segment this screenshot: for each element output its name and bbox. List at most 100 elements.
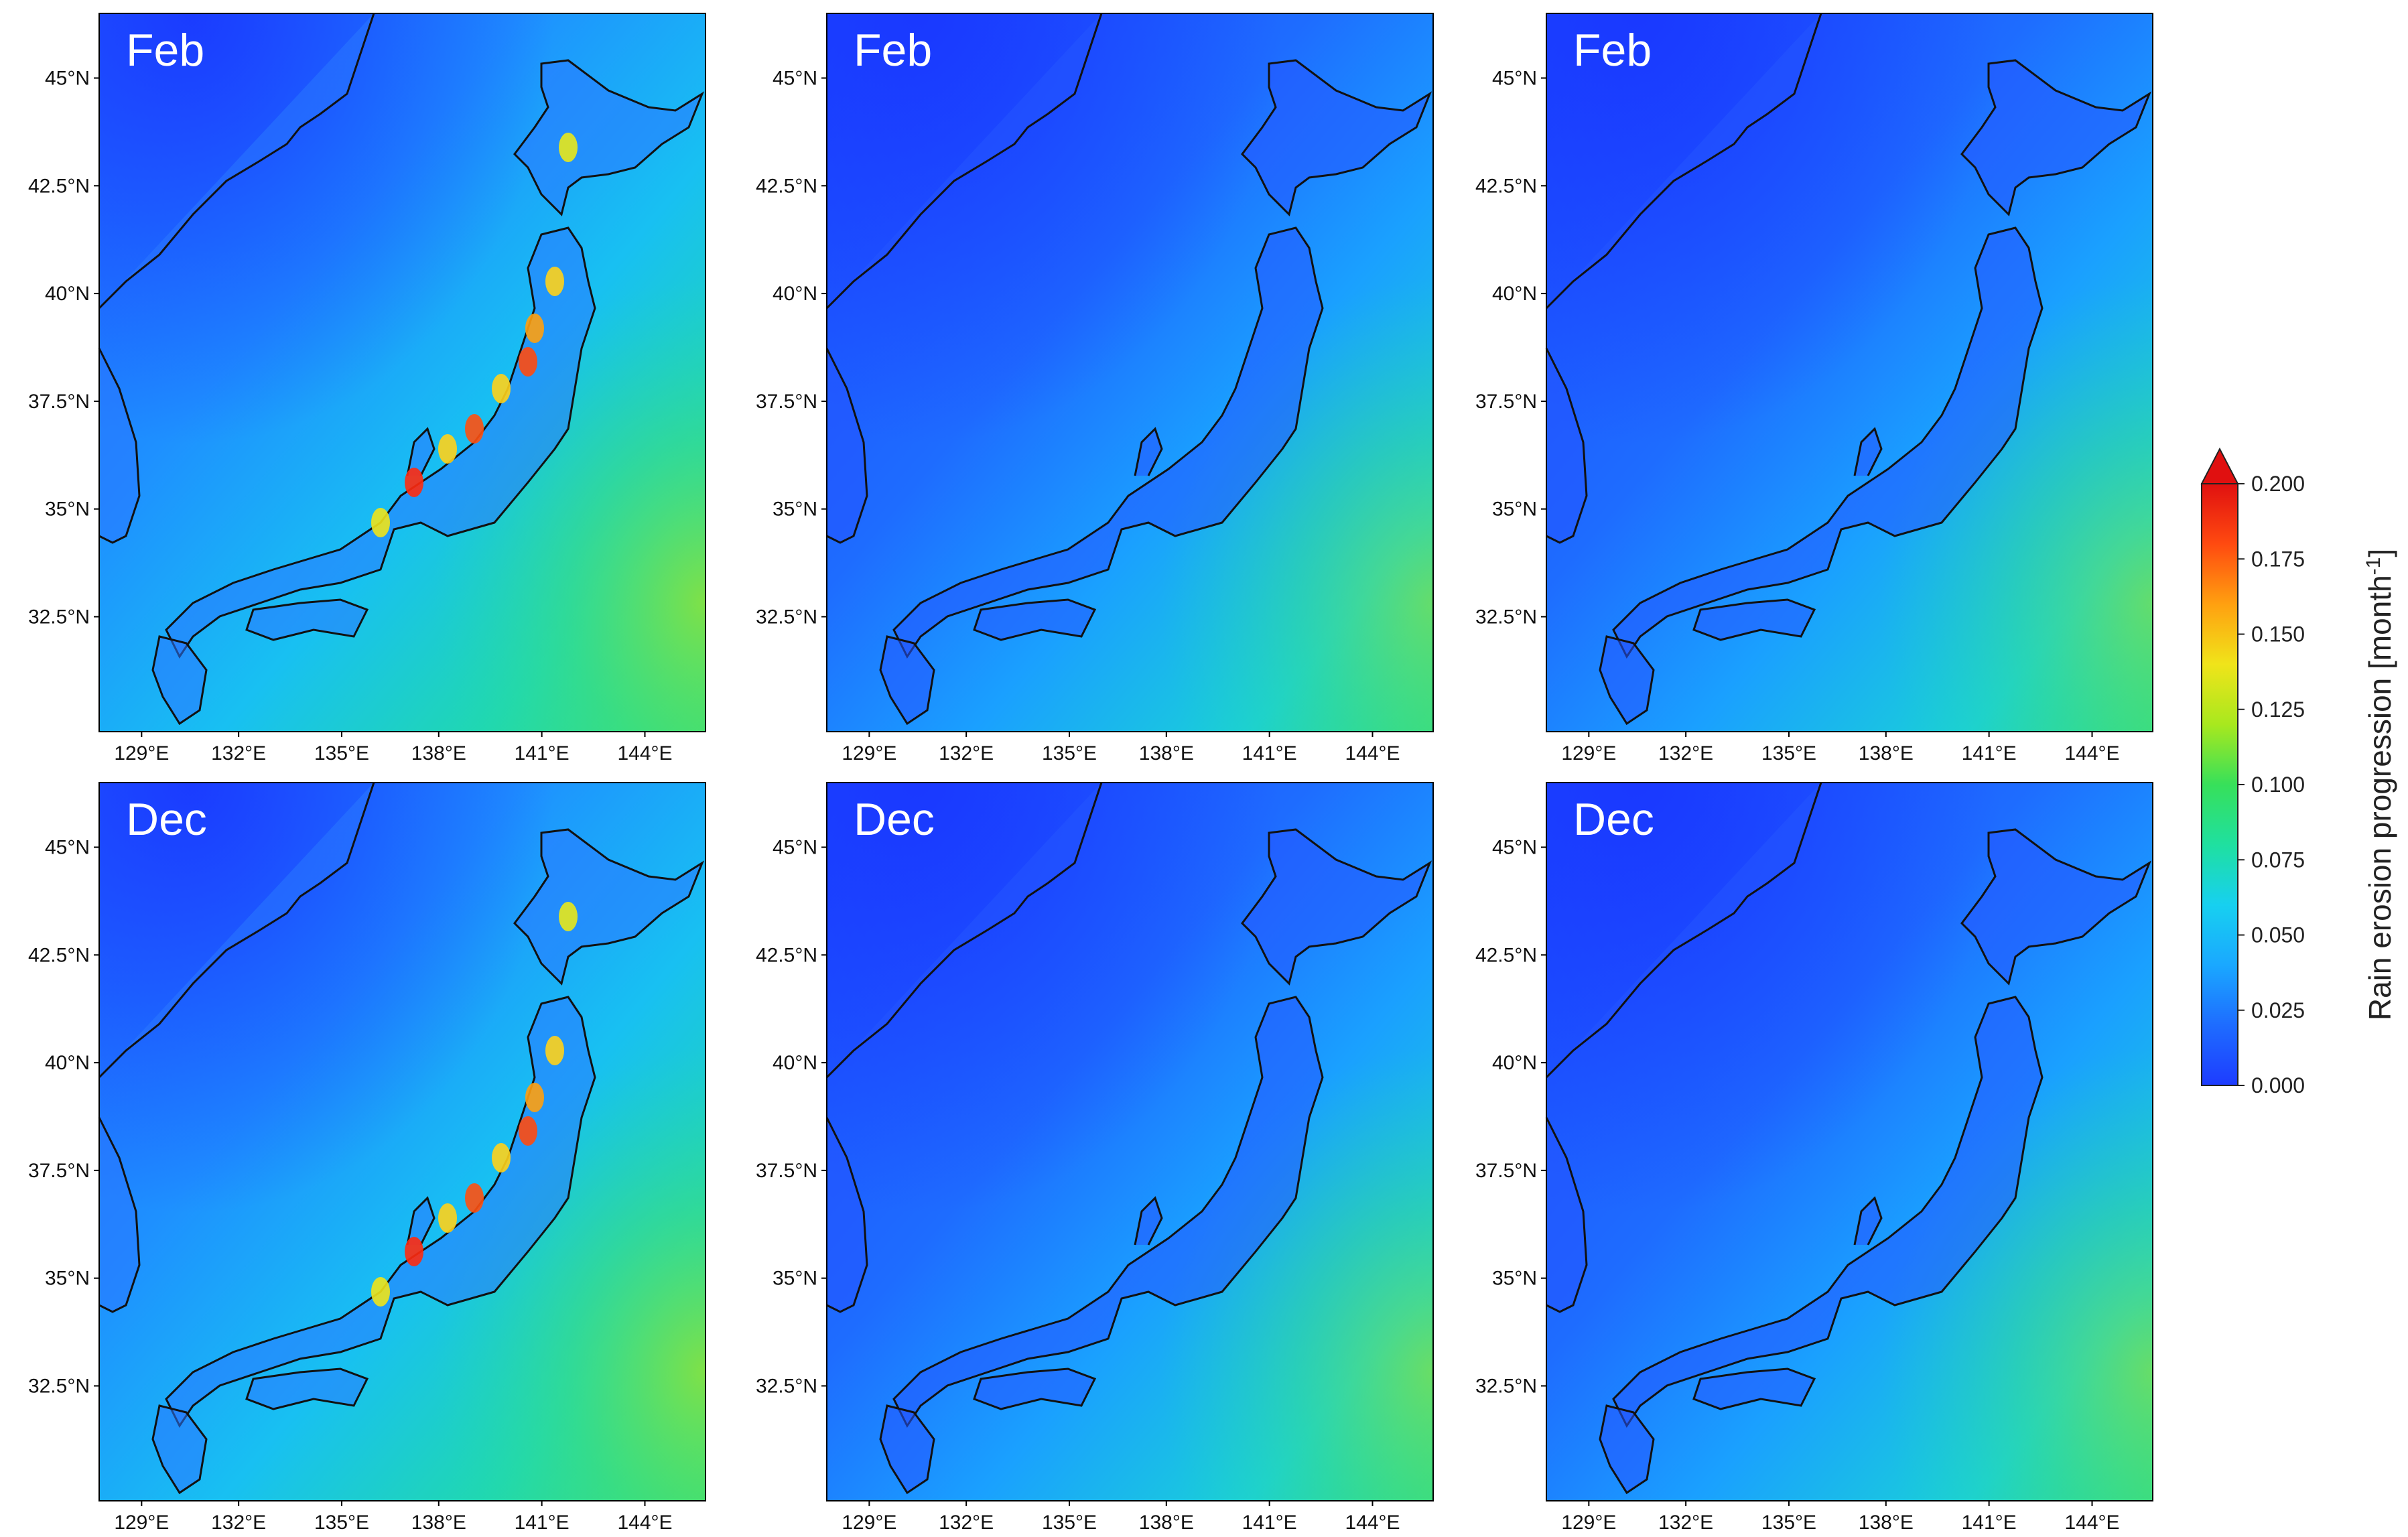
hotspot-mark [525,314,544,343]
panel-label: Dec [1573,794,1654,845]
x-tick-label: 141°E [515,1512,570,1534]
y-tick-label: 42.5°N [756,944,817,966]
x-tick-label: 129°E [842,742,896,764]
colorbar-tick-label: 0.200 [2251,472,2305,496]
x-tick-label: 138°E [1859,1512,1914,1534]
x-tick-label: 138°E [1139,1512,1194,1534]
y-tick-label: 42.5°N [1475,175,1537,197]
colorbar-tick-label: 0.150 [2251,622,2305,647]
x-tick-label: 129°E [114,1512,169,1534]
y-tick-label: 35°N [45,1268,90,1290]
y-tick-label: 45°N [773,67,817,89]
y-tick-label: 40°N [45,283,90,305]
map-panel-1: Feb 129°E 132°E 135°E 138°E 141°E 144°E 45°N 42.… [28,12,706,764]
x-tick-label: 135°E [1042,1512,1097,1534]
hotspot-mark [465,1183,484,1213]
colorbar-extend-arrow [2200,447,2239,484]
y-tick-label: 37.5°N [28,1160,90,1182]
y-tick-label: 37.5°N [756,391,817,413]
x-tick-label: 138°E [411,742,466,764]
colorbar-tick-label: 0.050 [2251,923,2305,947]
x-tick-label: 144°E [2064,742,2119,764]
hotspot-mark [492,1143,511,1173]
y-tick-label: 32.5°N [756,606,817,628]
y-tick-label: 37.5°N [1475,391,1537,413]
map-panel-6: Dec 129°E 132°E 135°E 138°E 141°E 144°E 45°N 42.… [1475,781,2153,1534]
map-panel-4: Dec 129°E 132°E 135°E 138°E 141°E 144°E 45°N 42.… [28,781,706,1534]
panel-frame [826,782,1434,1501]
panel-label: Feb [854,25,932,76]
x-tick-label: 129°E [1561,1512,1616,1534]
panel-frame [826,13,1434,732]
hotspot-mark [438,434,457,464]
y-tick-label: 35°N [773,1268,817,1290]
hotspot-mark [525,1083,544,1112]
hotspot-mark [405,1237,423,1266]
x-tick-label: 144°E [2064,1512,2119,1534]
x-tick-label: 144°E [617,742,672,764]
y-tick-label: 32.5°N [28,1375,90,1397]
y-tick-label: 35°N [45,498,90,521]
hotspot-mark [371,508,390,537]
x-tick-label: 141°E [515,742,570,764]
panel-frame [1546,13,2153,732]
y-tick-label: 42.5°N [756,175,817,197]
x-tick-label: 129°E [1561,742,1616,764]
y-tick-label: 32.5°N [1475,1375,1537,1397]
x-tick-label: 144°E [1345,1512,1400,1534]
hotspot-mark [465,414,484,444]
x-tick-label: 141°E [1242,742,1297,764]
hotspot-mark [519,1116,537,1146]
hotspot-mark [405,468,423,497]
x-tick-label: 132°E [939,1512,994,1534]
x-tick-label: 135°E [314,1512,369,1534]
panel-label: Feb [1573,25,1652,76]
x-tick-label: 132°E [211,1512,266,1534]
x-tick-label: 132°E [211,742,266,764]
map-panel-3: Feb 129°E 132°E 135°E 138°E 141°E 144°E 45°N 42.… [1475,12,2153,764]
x-tick-label: 144°E [1345,742,1400,764]
y-tick-label: 37.5°N [756,1160,817,1182]
x-tick-label: 129°E [842,1512,896,1534]
y-tick-label: 40°N [45,1052,90,1074]
y-tick-label: 35°N [1492,498,1537,521]
y-tick-label: 37.5°N [28,391,90,413]
y-tick-label: 35°N [773,498,817,521]
x-tick-label: 135°E [1761,1512,1816,1534]
y-tick-label: 40°N [773,283,817,305]
panel-frame [1546,782,2153,1501]
y-tick-label: 40°N [1492,1052,1537,1074]
y-tick-label: 45°N [1492,67,1537,89]
y-tick-label: 40°N [773,1052,817,1074]
panel-label: Dec [854,794,935,845]
hotspot-mark [438,1203,457,1233]
hotspot-mark [559,902,578,931]
x-tick-label: 138°E [411,1512,466,1534]
panel-frame [98,782,706,1501]
colorbar-tick-label: 0.025 [2251,998,2305,1022]
x-tick-label: 141°E [1242,1512,1297,1534]
y-tick-label: 32.5°N [28,606,90,628]
y-tick-label: 42.5°N [28,944,90,966]
x-tick-label: 135°E [1042,742,1097,764]
colorbar-tick-label: 0.100 [2251,773,2305,797]
panel-label: Dec [126,794,207,845]
colorbar-tick-label: 0.000 [2251,1073,2305,1097]
hotspot-mark [559,133,578,162]
x-tick-label: 138°E [1139,742,1194,764]
colorbar-title: Rain erosion progression [month-1] [2362,549,2398,1020]
y-tick-label: 32.5°N [1475,606,1537,628]
hotspot-mark [492,374,511,403]
map-panel-2: Feb 129°E 132°E 135°E 138°E 141°E 144°E 45°N 42.… [756,12,1434,764]
colorbar-tick-label: 0.175 [2251,547,2305,571]
y-tick-label: 42.5°N [1475,944,1537,966]
y-tick-label: 45°N [1492,836,1537,858]
x-tick-label: 132°E [1658,1512,1713,1534]
panel-label: Feb [126,25,204,76]
y-tick-label: 45°N [773,836,817,858]
y-tick-label: 32.5°N [756,1375,817,1397]
y-tick-label: 40°N [1492,283,1537,305]
map-panel-5: Dec 129°E 132°E 135°E 138°E 141°E 144°E 45°N 42.… [756,781,1434,1534]
x-tick-label: 138°E [1859,742,1914,764]
y-tick-label: 37.5°N [1475,1160,1537,1182]
